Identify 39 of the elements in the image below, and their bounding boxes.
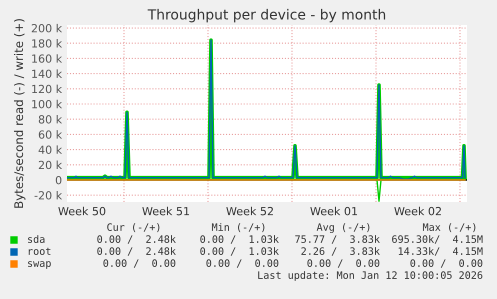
y-tick-label: 140 k (32, 69, 62, 78)
y-tick-label: 20 k (38, 160, 62, 170)
y-axis-title: Bytes/second read (-) / write (+) (14, 19, 26, 208)
y-tick-label: 80 k (38, 114, 62, 124)
text: 0.00 / 2.48k (97, 235, 176, 244)
x-tick-label: Week 02 (394, 206, 441, 216)
y-tick-label: 0 (56, 176, 62, 184)
y-tick-label: 180 k (32, 39, 62, 48)
y-tick-label: 120 k (32, 84, 62, 94)
x-tick-label: Week 51 (142, 206, 190, 216)
text: Avg (-/+) (316, 223, 370, 233)
x-tick-label: Week 50 (58, 206, 106, 216)
legend-label: root (28, 248, 50, 255)
y-tick-label: 60 k (38, 130, 62, 139)
text: Cur (-/+) (107, 223, 160, 232)
text: 0.00 / 0.00 (103, 259, 176, 268)
text: 0.00 / 1.03k (200, 247, 279, 256)
text: 0.00 / 0.00 (206, 259, 278, 268)
text: Last update: Mon Jan 12 10:00:05 2026 (258, 271, 482, 281)
legend-label: sda (28, 235, 44, 243)
text: Min (-/+) (212, 223, 264, 232)
y-tick-label: 100 k (32, 100, 62, 108)
text: 2.26 / 3.83k (301, 247, 380, 256)
text: 75.77 / 3.83k (295, 235, 380, 244)
chart-title: Throughput per device - by month (148, 8, 386, 22)
legend-label: swap (28, 261, 51, 269)
y-tick-label: 160 k (32, 54, 62, 63)
x-tick-label: Week 52 (226, 206, 273, 216)
text: 0.00 / 2.48k (97, 247, 176, 256)
y-tick-label: 40 k (38, 145, 62, 154)
text: 695.30k/ 4.15M (392, 235, 483, 244)
text: 0.00 / 0.00 (307, 259, 380, 268)
text: 0.00 / 0.00 (410, 259, 482, 268)
x-tick-label: Week 01 (310, 206, 358, 216)
y-tick-label: 200 k (32, 24, 62, 32)
text: 14.33k/ 4.15M (398, 247, 483, 256)
text: 0.00 / 1.03k (200, 235, 279, 244)
text: Max (-/+) (422, 223, 476, 232)
y-tick-label: -20 k (34, 190, 62, 200)
